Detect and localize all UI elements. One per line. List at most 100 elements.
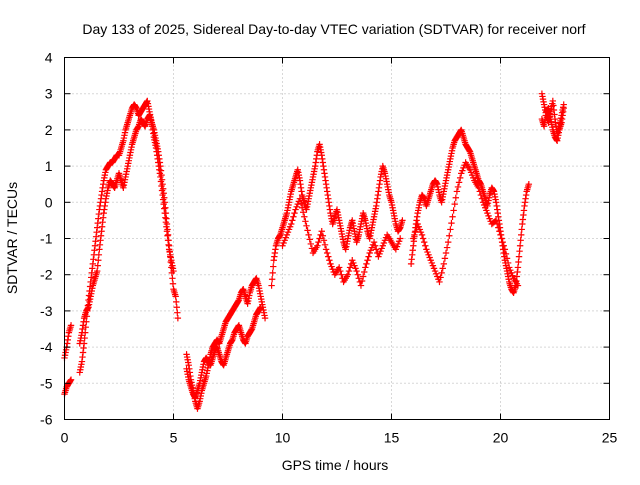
data-point [475,184,482,192]
data-point [169,280,177,287]
data-point [492,217,500,224]
data-point [170,267,177,275]
data-point [321,241,329,249]
data-point [364,257,371,264]
data-point [306,236,313,243]
x-tick-label: 10 [275,430,291,446]
data-point [325,253,332,260]
data-point [496,228,503,235]
data-point [323,249,331,257]
x-axis-label: GPS time / hours [282,457,389,473]
data-point [421,238,428,246]
y-tick-label: 0 [45,194,53,210]
data-point [518,226,525,233]
data-point [450,207,457,214]
data-point [373,246,380,253]
data-point [344,271,352,278]
data-point [448,219,455,227]
data-point [305,231,312,239]
data-point [515,258,522,266]
data-point [443,244,451,251]
data-point [289,217,296,224]
data-point [270,263,277,270]
x-tick-label: 0 [61,430,69,446]
data-point [419,235,427,242]
data-point [261,314,269,322]
data-point [514,264,522,271]
data-point [525,181,533,188]
data-point [362,264,369,271]
data-point [370,238,378,246]
x-tick-label: 20 [493,430,509,446]
data-point [296,195,304,202]
data-point [314,242,321,249]
data-point [476,188,483,195]
x-tick-label: 5 [170,430,178,446]
data-point [315,238,322,246]
data-point [173,298,180,306]
data-point [67,322,75,329]
data-point [518,231,525,239]
data-point [478,195,486,202]
data-point [162,204,169,211]
data-point [95,251,103,258]
data-point [449,213,456,220]
y-tick-label: -2 [40,267,53,283]
data-point [438,269,445,277]
tick-layer: 0 5 10 15 20 25 -6 -5 -4 -3 -2 -1 0 1 2 3 4 [40,50,617,446]
data-point [361,268,368,276]
data-point [172,293,179,300]
y-tick-label: -1 [40,231,53,247]
data-point [290,213,297,220]
data-point [358,277,366,285]
data-point [456,174,464,182]
y-tick-label: 2 [45,122,53,138]
data-point [303,222,310,230]
data-point [359,273,367,280]
data-point [345,267,353,275]
data-point [411,231,418,239]
data-point [94,262,101,269]
data-point [439,265,446,272]
y-tick-label: -6 [40,412,53,428]
data-point [363,260,370,268]
data-point [346,264,354,271]
y-axis-label: SDTVAR / TECUs [4,182,20,294]
data-point [495,224,502,231]
data-point [515,253,523,260]
x-tick-label: 25 [602,430,618,446]
data-point [451,200,458,208]
data-point [452,194,460,201]
data-point [297,200,305,207]
data-point [441,255,449,262]
data-point [444,238,452,246]
data-point [355,275,362,282]
data-point [357,282,365,289]
data-point [453,188,461,195]
data-point [67,376,75,383]
data-point [514,282,522,289]
chart-title: Day 133 of 2025, Sidereal Day-to-day VTE… [82,21,585,37]
data-point [455,179,463,186]
y-tick-label: -4 [40,339,53,355]
data-point [412,228,419,235]
data-point [268,276,276,283]
data-point [477,191,485,199]
data-point [338,271,345,278]
data-point [318,228,325,235]
data-point [302,218,309,225]
data-point [560,104,567,112]
data-point [501,246,509,253]
x-tick-label: 15 [384,430,400,446]
data-point [497,231,504,239]
data-point [399,217,406,224]
data-point [397,235,404,242]
data-point [94,267,101,275]
y-tick-label: -3 [40,303,53,319]
data-point [319,232,327,239]
data-point [499,238,506,246]
data-point [504,259,512,267]
data-point [291,209,298,217]
